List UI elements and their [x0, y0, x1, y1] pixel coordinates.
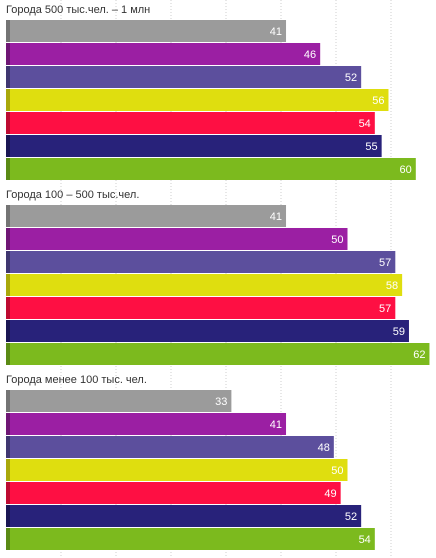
- data-label-g2-s3: 57: [379, 257, 391, 269]
- bar-g2-s4: [6, 274, 403, 296]
- bar-edge-g2-s3: [6, 251, 10, 273]
- data-label-g3-s6: 52: [345, 511, 357, 523]
- bar-g1-s1: [6, 20, 287, 42]
- data-label-g3-s4: 50: [331, 465, 343, 477]
- bar-g3-s4: [6, 459, 348, 481]
- data-label-g1-s2: 46: [304, 49, 316, 61]
- bar-g2-s7: [6, 343, 430, 365]
- bar-g1-s6: [6, 135, 382, 157]
- bar-edge-g1-s7: [6, 158, 10, 180]
- bar-edge-g3-s3: [6, 436, 10, 458]
- bar-edge-g1-s5: [6, 112, 10, 134]
- bar-g1-s5: [6, 112, 375, 134]
- bar-edge-g2-s7: [6, 343, 10, 365]
- data-label-g1-s3: 52: [345, 72, 357, 84]
- bar-edge-g2-s1: [6, 205, 10, 227]
- data-label-g3-s7: 54: [359, 534, 371, 546]
- data-label-g1-s7: 60: [400, 164, 412, 176]
- data-label-g3-s5: 49: [324, 488, 336, 500]
- bar-g1-s7: [6, 158, 416, 180]
- bar-g3-s6: [6, 505, 362, 527]
- bar-edge-g2-s4: [6, 274, 10, 296]
- group-title-2: Города 100 – 500 тыс.чел.: [6, 189, 139, 201]
- data-label-g3-s3: 48: [318, 442, 330, 454]
- bar-g3-s7: [6, 528, 375, 550]
- data-label-g2-s6: 59: [393, 326, 405, 338]
- bar-g2-s2: [6, 228, 348, 250]
- bar-g3-s1: [6, 390, 232, 412]
- bar-g1-s4: [6, 89, 389, 111]
- group-title-1: Города 500 тыс.чел. – 1 млн: [6, 4, 150, 16]
- data-label-g3-s2: 41: [270, 419, 282, 431]
- data-label-g2-s5: 57: [379, 303, 391, 315]
- bar-edge-g3-s4: [6, 459, 10, 481]
- data-label-g3-s1: 33: [215, 396, 227, 408]
- data-label-g1-s1: 41: [270, 26, 282, 38]
- bar-edge-g3-s6: [6, 505, 10, 527]
- bar-edge-g2-s6: [6, 320, 10, 342]
- bar-g2-s3: [6, 251, 396, 273]
- bar-edge-g1-s2: [6, 43, 10, 65]
- bar-g1-s3: [6, 66, 362, 88]
- data-label-g2-s1: 41: [270, 211, 282, 223]
- data-label-g1-s5: 54: [359, 118, 371, 130]
- bar-g3-s3: [6, 436, 334, 458]
- bar-g2-s6: [6, 320, 409, 342]
- data-label-g1-s4: 56: [372, 95, 384, 107]
- data-label-g2-s4: 58: [386, 280, 398, 292]
- bar-edge-g3-s5: [6, 482, 10, 504]
- data-label-g2-s7: 62: [413, 349, 425, 361]
- bar-g3-s5: [6, 482, 341, 504]
- group-title-3: Города менее 100 тыс. чел.: [6, 374, 147, 386]
- bar-g1-s2: [6, 43, 321, 65]
- bar-edge-g3-s7: [6, 528, 10, 550]
- bar-edge-g3-s1: [6, 390, 10, 412]
- bar-edge-g1-s4: [6, 89, 10, 111]
- bar-g2-s1: [6, 205, 287, 227]
- bar-g3-s2: [6, 413, 287, 435]
- bar-edge-g1-s3: [6, 66, 10, 88]
- bar-g2-s5: [6, 297, 396, 319]
- bar-edge-g2-s2: [6, 228, 10, 250]
- bar-edge-g3-s2: [6, 413, 10, 435]
- bar-edge-g2-s5: [6, 297, 10, 319]
- data-label-g2-s2: 50: [331, 234, 343, 246]
- bar-edge-g1-s1: [6, 20, 10, 42]
- bar-edge-g1-s6: [6, 135, 10, 157]
- data-label-g1-s6: 55: [365, 141, 377, 153]
